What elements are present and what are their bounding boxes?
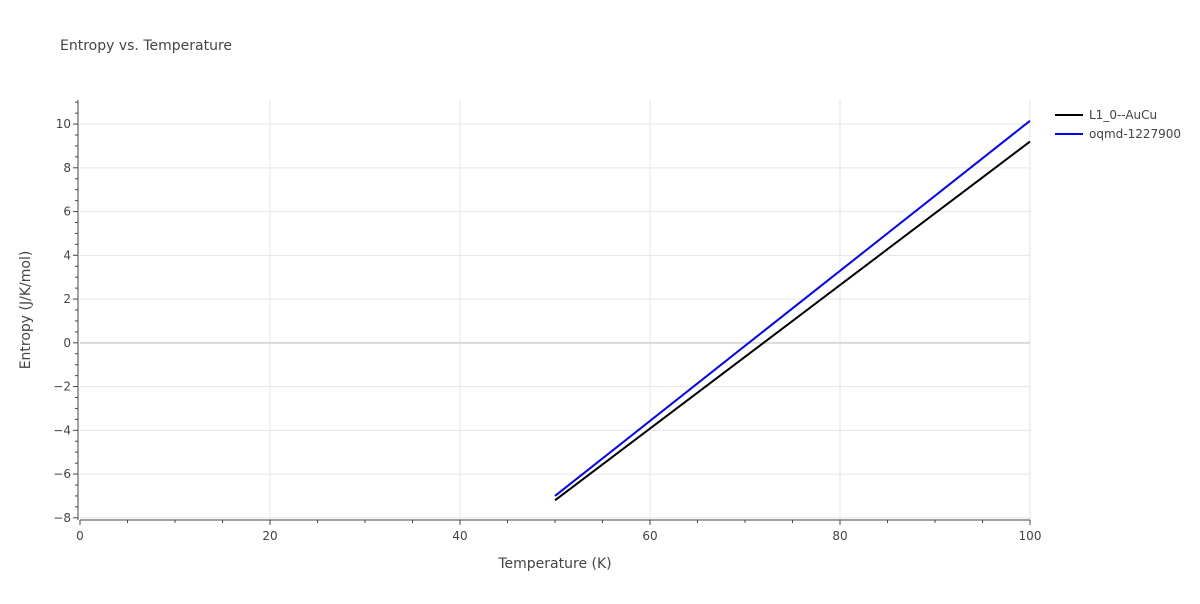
y-tick-label: −4 <box>53 423 71 437</box>
x-tick-label: 100 <box>1019 529 1042 543</box>
y-tick-label: 10 <box>56 117 71 131</box>
y-tick-label: −8 <box>53 511 71 525</box>
x-tick-label: 20 <box>262 529 277 543</box>
x-axis-label: Temperature (K) <box>497 556 611 572</box>
y-tick-label: 8 <box>63 161 71 175</box>
y-tick-label: 6 <box>63 205 71 219</box>
axes-layer: 0 20 40 60 80 100 −8 −6 −4 −2 0 2 4 6 8 10 <box>53 100 1041 543</box>
series-layer <box>554 119 1031 502</box>
x-tick-label: 0 <box>76 529 84 543</box>
legend-label[interactable]: L1_0--AuCu <box>1089 108 1157 122</box>
y-tick-label: 4 <box>63 248 71 262</box>
x-tick-label: 40 <box>452 529 467 543</box>
y-tick-label: −6 <box>53 467 71 481</box>
y-tick-label: −2 <box>53 380 71 394</box>
y-tick-label: 0 <box>63 336 71 350</box>
x-tick-label: 80 <box>832 529 847 543</box>
grid-layer <box>80 100 1031 520</box>
series-line-2[interactable] <box>554 119 1031 497</box>
series-line-1[interactable] <box>554 140 1031 502</box>
y-tick-label: 2 <box>63 292 71 306</box>
legend-label[interactable]: oqmd-1227900 <box>1089 127 1181 141</box>
chart-title: Entropy vs. Temperature <box>60 38 232 54</box>
x-tick-label: 60 <box>642 529 657 543</box>
y-axis-label: Entropy (J/K/mol) <box>18 251 34 370</box>
legend[interactable]: L1_0--AuCu oqmd-1227900 <box>1055 108 1181 141</box>
